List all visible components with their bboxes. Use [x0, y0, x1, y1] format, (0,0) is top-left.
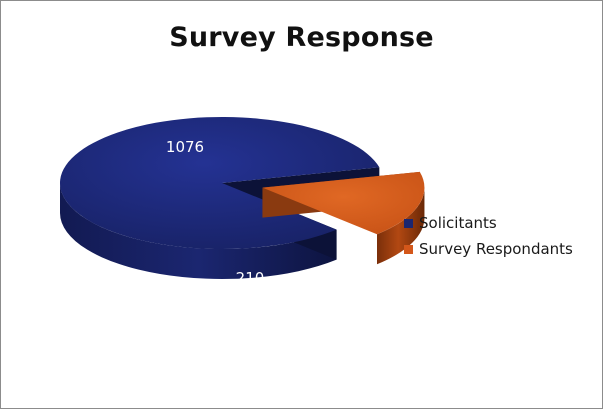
legend-swatch-solicitants — [404, 218, 413, 228]
pie-slice-1 — [262, 171, 425, 235]
pie-slice-0 — [59, 117, 380, 250]
data-label-1: 210 — [236, 269, 265, 287]
pie-slice-side-1 — [377, 187, 425, 265]
legend-item-survey-respondants: Survey Respondants — [404, 236, 573, 262]
data-label-0: 1076 — [166, 138, 204, 156]
chart-title: Survey Response — [169, 22, 434, 53]
legend-label-survey-respondants: Survey Respondants — [419, 240, 573, 258]
pie-slice-side-0 — [60, 183, 337, 279]
legend-label-solicitants: Solicitants — [419, 214, 497, 232]
legend-swatch-survey-respondants — [404, 244, 413, 254]
legend-item-solicitants: Solicitants — [404, 210, 573, 236]
legend: Solicitants Survey Respondants — [404, 210, 573, 262]
